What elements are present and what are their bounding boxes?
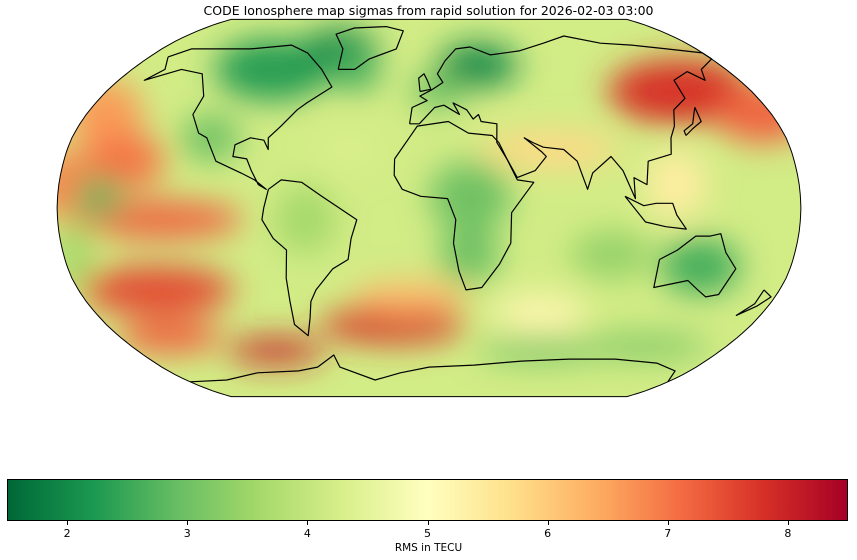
colorbar-tick [667, 521, 669, 525]
sigma-region [83, 133, 166, 190]
sigma-region [352, 280, 468, 314]
colorbar-tick-label: 5 [424, 527, 431, 540]
sigma-region [477, 340, 607, 362]
coastline-antarctica [190, 354, 676, 383]
sigma-region [429, 161, 512, 232]
map-title: CODE Ionosphere map sigmas from rapid so… [203, 3, 654, 18]
sigma-region [118, 318, 222, 353]
sigma-field [57, 28, 801, 364]
colorbar-tick-label: 6 [544, 527, 552, 540]
colorbar-tick-label: 8 [784, 527, 792, 540]
sigma-region [577, 334, 710, 360]
colorbar-tick [187, 521, 189, 525]
coastline-indonesia [624, 195, 687, 230]
coastline-south-america [261, 179, 358, 337]
sigma-region [644, 149, 707, 220]
sigma-region [411, 73, 465, 110]
sigma-region [274, 184, 337, 255]
map-boundary [56, 18, 802, 398]
colorbar-tick-label: 3 [183, 527, 191, 540]
sigma-region [214, 38, 330, 101]
coastline-new-zealand [735, 289, 772, 316]
sigma-region [78, 200, 244, 239]
sigma-region [226, 338, 324, 364]
colorbar-tick-label: 7 [664, 527, 672, 540]
coastline-japan [683, 106, 702, 136]
sigma-region [714, 86, 801, 143]
coastline-australia [653, 233, 737, 298]
sigma-region [439, 226, 501, 283]
coastline-eurasia [409, 35, 713, 200]
sigma-region [321, 306, 465, 343]
colorbar-tick-label: 4 [303, 527, 311, 540]
world-map [56, 18, 802, 398]
coastline-greenland [335, 26, 404, 70]
sigma-region [318, 126, 379, 173]
colorbar-tick-label: 2 [63, 527, 71, 540]
colorbar-tick [67, 521, 69, 525]
coastline-africa [393, 120, 535, 291]
colorbar [7, 479, 848, 521]
coastline-great-britain [418, 73, 432, 93]
sigma-region [57, 219, 95, 290]
sigma-region [74, 177, 124, 216]
sigma-region [571, 231, 653, 279]
colorbar-tick [787, 521, 789, 525]
sigma-region [660, 238, 741, 295]
sigma-region [608, 59, 752, 124]
colorbar-tick [547, 521, 549, 525]
colorbar-label: RMS in TECU [394, 542, 463, 554]
sigma-region [181, 114, 241, 162]
coastline-north-america [143, 44, 333, 190]
coastlines [143, 26, 772, 383]
sigma-region [479, 130, 621, 169]
sigma-region [78, 266, 235, 314]
colorbar-tick [427, 521, 429, 525]
colorbar-tick [307, 521, 309, 525]
sigma-region [493, 294, 587, 332]
